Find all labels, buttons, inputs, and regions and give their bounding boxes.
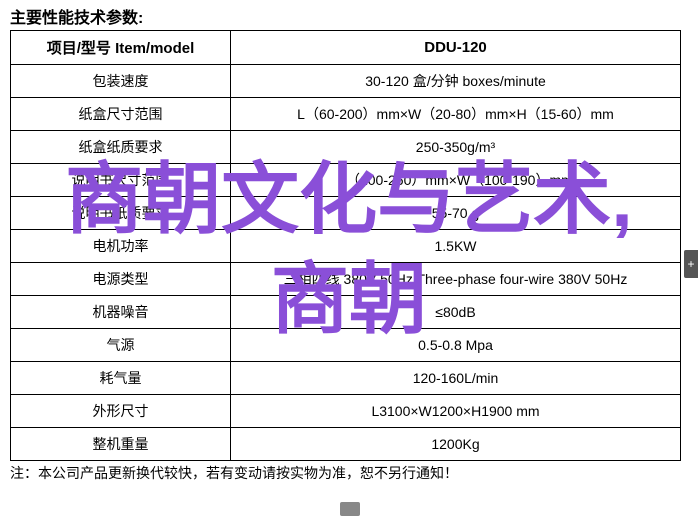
spec-value: ≤80dB	[231, 296, 681, 329]
header-item-model: 项目/型号 Item/model	[11, 31, 231, 65]
spec-value: 30-120 盒/分钟 boxes/minute	[231, 65, 681, 98]
table-row: 纸盒纸质要求250-350g/m³	[11, 131, 681, 164]
next-button[interactable]: +	[684, 250, 698, 278]
tag-icon	[340, 502, 360, 516]
spec-label: 说明书纸质要求	[11, 197, 231, 230]
spec-label: 整机重量	[11, 428, 231, 461]
spec-label: 包装速度	[11, 65, 231, 98]
table-row: 说明书纸质要求55-70 g	[11, 197, 681, 230]
spec-label: 电机功率	[11, 230, 231, 263]
spec-value: L（100-260）mm×W（100-190）mm	[231, 164, 681, 197]
table-row: 纸盒尺寸范围L（60-200）mm×W（20-80）mm×H（15-60）mm	[11, 98, 681, 131]
plus-icon: +	[687, 257, 694, 271]
spec-value: 0.5-0.8 Mpa	[231, 329, 681, 362]
spec-value: 55-70 g	[231, 197, 681, 230]
footnote-text: 注：本公司产品更新换代较快，若有变动请按实物为准，恕不另行通知！	[10, 463, 688, 483]
table-row: 电源类型三相四线 380V 50Hz Three-phase four-wire…	[11, 263, 681, 296]
spec-label: 外形尺寸	[11, 395, 231, 428]
table-row: 整机重量1200Kg	[11, 428, 681, 461]
table-row: 说明书尺寸范围L（100-260）mm×W（100-190）mm	[11, 164, 681, 197]
spec-label: 气源	[11, 329, 231, 362]
table-row: 气源0.5-0.8 Mpa	[11, 329, 681, 362]
spec-value: L（60-200）mm×W（20-80）mm×H（15-60）mm	[231, 98, 681, 131]
spec-label: 纸盒纸质要求	[11, 131, 231, 164]
table-row: 机器噪音≤80dB	[11, 296, 681, 329]
spec-value: 1.5KW	[231, 230, 681, 263]
spec-value: L3100×W1200×H1900 mm	[231, 395, 681, 428]
spec-value: 1200Kg	[231, 428, 681, 461]
header-model-value: DDU-120	[231, 31, 681, 65]
spec-label: 耗气量	[11, 362, 231, 395]
spec-table: 项目/型号 Item/model DDU-120 包装速度30-120 盒/分钟…	[10, 30, 681, 461]
spec-container: 主要性能技术参数: 项目/型号 Item/model DDU-120 包装速度3…	[0, 0, 698, 487]
table-row: 外形尺寸L3100×W1200×H1900 mm	[11, 395, 681, 428]
spec-label: 纸盒尺寸范围	[11, 98, 231, 131]
table-row: 电机功率1.5KW	[11, 230, 681, 263]
table-row: 耗气量120-160L/min	[11, 362, 681, 395]
spec-value: 三相四线 380V 50Hz Three-phase four-wire 380…	[231, 263, 681, 296]
table-header-row: 项目/型号 Item/model DDU-120	[11, 31, 681, 65]
page-title: 主要性能技术参数:	[10, 4, 688, 28]
table-row: 包装速度30-120 盒/分钟 boxes/minute	[11, 65, 681, 98]
spec-label: 机器噪音	[11, 296, 231, 329]
spec-label: 说明书尺寸范围	[11, 164, 231, 197]
spec-value: 120-160L/min	[231, 362, 681, 395]
spec-label: 电源类型	[11, 263, 231, 296]
spec-value: 250-350g/m³	[231, 131, 681, 164]
